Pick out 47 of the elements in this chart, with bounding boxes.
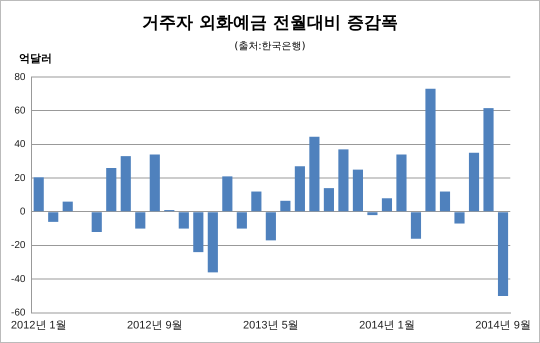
bar [120,156,131,212]
y-tick-label: 40 [14,139,26,150]
bar [352,170,364,212]
bar [280,200,290,212]
bar [324,188,334,212]
bar [382,198,392,212]
bar [454,212,465,224]
bar [34,177,44,212]
bar [251,192,262,212]
y-tick-label: 0 [20,206,26,218]
chart-subtitle: (출처:한국은행) [233,40,307,53]
x-tick-label: 2014년 1월 [359,319,415,332]
bar [236,212,247,229]
y-tick-label: 20 [14,172,26,184]
bar [106,168,116,212]
bar [425,88,436,212]
bar [440,192,450,212]
bar [62,202,73,212]
bar [396,154,407,212]
bar [309,136,320,212]
y-tick-label: -60 [11,308,26,319]
x-tick-label: 2012년 1월 [10,319,67,332]
bar [483,108,494,212]
bar [222,176,232,212]
bar [468,152,480,212]
y-axis-title: 억달러 [19,51,52,66]
y-tick-label: 60 [14,105,26,116]
bar [92,212,102,232]
bar [208,212,218,272]
y-tick-label: -20 [11,240,26,252]
chart-title: 거주자 외화예금 전월대비 증감폭 [141,12,399,34]
y-tick-label: -40 [11,274,26,285]
bar [498,212,508,296]
bar [178,212,189,229]
bar [266,212,276,240]
bar [367,212,378,216]
y-tick-label: 80 [14,72,26,83]
bar [135,212,146,229]
bar [150,154,160,212]
bar [410,212,422,239]
bar [294,166,305,212]
bar [48,212,58,222]
bar [338,149,348,212]
x-tick-label: 2014년 9월 [475,319,531,332]
bar [193,212,204,252]
x-tick-label: 2012년 9월 [126,319,183,332]
x-tick-label: 2013년 5월 [243,319,299,332]
